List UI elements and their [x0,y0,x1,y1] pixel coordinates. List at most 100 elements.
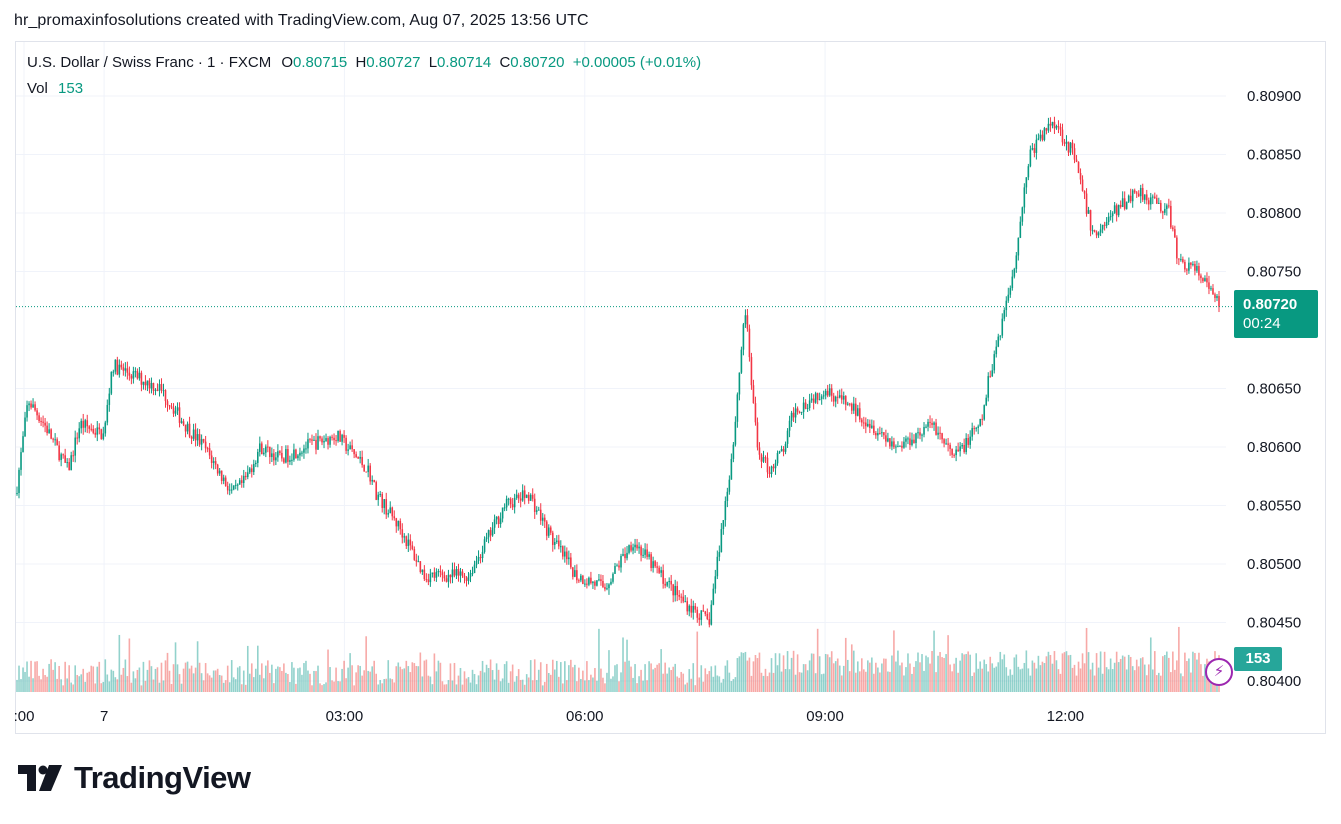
volume-bar [36,661,38,692]
volume-bar [1202,675,1204,692]
volume-bar [1057,669,1060,692]
candle-body [614,566,616,574]
candle-body [299,452,301,456]
candle-body [50,429,52,439]
candle-body [1045,128,1048,131]
legend-symbol[interactable]: U.S. Dollar / Swiss Franc · 1 · FXCM [27,54,272,71]
volume-bars [16,626,1220,692]
volume-bar [686,682,689,692]
candle-body [451,569,454,578]
volume-bar [987,671,990,692]
candle-body [1019,221,1022,238]
volume-bar [1139,658,1142,692]
candle-body [786,430,789,444]
price-tick-label: 0.80400 [1247,673,1301,690]
candle-body [776,453,779,464]
candle-body [98,427,101,430]
volume-bar [943,657,945,692]
lightning-bolt-icon[interactable]: ⚡ [1205,658,1233,686]
candle-body [150,383,153,389]
volume-bar [1105,667,1108,692]
volume-bar [630,666,632,692]
candle-body [1192,263,1194,265]
volume-bar [832,663,835,692]
volume-bar [660,649,662,692]
volume-legend-label[interactable]: Vol [27,80,48,97]
candle-body [66,462,68,464]
volume-bar [148,660,151,692]
volume-bar [359,665,361,692]
candle-body [120,364,123,368]
candle-body [72,455,74,457]
candle-body [130,375,133,379]
candle-body [1176,237,1178,259]
candle-body [722,520,725,530]
candle-body [889,438,891,447]
volume-bar [730,681,733,692]
candle-body [780,449,783,452]
candle-body [1208,282,1210,289]
candle-body [208,448,211,456]
candle-body [1178,258,1180,260]
candle-body [865,422,867,427]
candle-body [172,407,175,414]
candle-body [76,437,79,439]
volume-bar [1029,675,1032,692]
candle-body [267,446,269,448]
candle-body [712,588,715,605]
volume-bar [794,674,797,692]
volume-bar [242,670,245,692]
candle-body [1160,202,1162,212]
candle-body [897,446,899,448]
volume-bar [838,665,841,692]
candle-body [606,588,608,590]
candle-body [523,490,526,498]
candle-body [263,452,265,455]
candle-body [90,428,93,430]
candle-body [828,388,831,396]
volume-bar [94,683,97,692]
volume-bar [545,663,548,692]
volume-bar [66,678,68,692]
candle-body [261,443,263,455]
candle-body [1073,148,1076,160]
volume-bar [654,667,656,692]
candle-body [309,439,311,441]
volume-bar [1147,664,1150,692]
candle-body [257,451,259,463]
volume-bar [108,681,111,692]
volume-bar [1123,656,1126,692]
candle-body [218,470,221,474]
time-axis: :00 7 03:00 06:00 09:00 12:00 [14,708,1085,725]
candle-body [1139,188,1142,197]
volume-bar [40,679,42,692]
candle-body [279,451,281,453]
candle-body [1033,148,1036,153]
candle-body [427,579,430,583]
volume-bar [447,680,450,692]
candle-body [182,421,185,425]
candle-body [122,367,125,371]
candle-body [844,396,847,405]
volume-bar [772,672,775,692]
candle-body [1061,129,1064,143]
candle-body [349,445,351,450]
volume-bar [1196,659,1198,692]
candle-body [740,349,743,373]
volume-bar [423,660,426,692]
candle-body [158,384,161,391]
volume-bar [1041,661,1044,692]
volume-bar [875,662,877,692]
candle-body [634,544,636,548]
volume-bar [54,662,56,692]
candle-body [1137,193,1140,197]
candle-body [931,422,933,425]
candle-body [1077,161,1080,173]
volume-bar [273,683,275,692]
volume-bar [804,664,807,692]
candle-body [194,429,197,441]
candle-body [152,383,155,391]
candle-body [1099,229,1102,233]
volume-bar [551,659,554,692]
